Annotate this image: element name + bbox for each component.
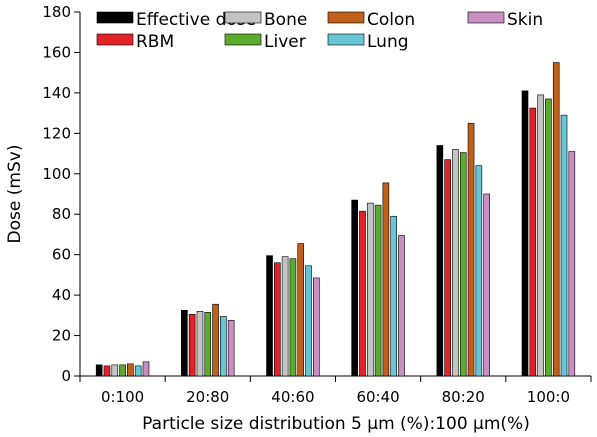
x-tick-label: 80:20 [442,388,485,406]
bar [351,199,358,377]
y-tick-label: 20 [52,327,71,345]
legend-label: Skin [507,10,543,30]
bar [366,202,374,377]
x-axis: 0:100 20:80 40:60 60:40 80:20 100:0 [79,375,592,406]
bar [390,215,397,377]
bars [95,62,576,377]
y-axis: 0 20 40 60 80 100 120 140 160 180 [42,3,81,385]
bar [181,309,188,377]
bar [374,204,382,377]
bar [103,365,111,377]
bar [382,182,390,377]
bar [274,262,281,377]
legend-label: Lung [367,32,409,52]
legend-swatch [96,11,134,24]
bar [359,210,366,377]
legend-swatch [327,11,365,24]
bar [467,122,475,377]
y-tick-label: 120 [42,124,71,142]
y-tick-label: 160 [42,43,71,61]
legend-swatch [224,33,262,46]
y-tick-label: 80 [52,205,71,223]
x-axis-title: Particle size distribution 5 μm (%):100 … [142,414,530,434]
bar [568,151,576,377]
bar [134,365,142,377]
bar [119,364,126,377]
bar [127,363,134,377]
legend-label: Liver [264,32,306,52]
bar [266,255,273,377]
legend-swatch [224,11,262,24]
bar [297,243,305,377]
bar [313,277,320,377]
bar [537,94,544,377]
bar [529,107,537,377]
y-tick-label: 180 [42,3,71,21]
bar [459,152,467,377]
legend-label: Colon [367,10,415,30]
legend-label: Bone [264,10,307,30]
bar [545,98,552,377]
legend-label: RBM [136,32,174,52]
bar [142,361,150,377]
bar [475,165,483,377]
bar [188,314,196,377]
bar [305,265,312,377]
bar [204,311,212,377]
bar [452,149,459,377]
bar [444,159,451,377]
bar [212,303,219,377]
bar [111,364,119,377]
y-axis-title: Dose (mSv) [5,145,25,244]
x-tick-label: 0:100 [101,388,144,406]
bar [95,364,103,377]
y-tick-label: 60 [52,246,71,264]
legend-swatch [327,33,365,46]
bar [552,62,560,377]
bar [560,114,568,377]
bar [227,320,235,377]
bar [196,310,204,377]
bar [521,90,529,377]
bar [436,145,444,377]
bar [483,193,490,377]
bar [281,256,289,377]
x-tick-label: 40:60 [271,388,314,406]
legend-swatch [96,33,134,46]
y-tick-label: 140 [42,84,71,102]
bar [398,235,405,377]
x-tick-label: 60:40 [356,388,399,406]
y-tick-label: 40 [52,286,71,304]
y-tick-label: 0 [61,367,71,385]
y-tick-label: 100 [42,165,71,183]
x-tick-label: 20:80 [186,388,229,406]
x-tick-label: 100:0 [527,388,570,406]
bar [220,316,227,377]
legend-swatch [467,11,505,24]
bar [289,258,297,377]
